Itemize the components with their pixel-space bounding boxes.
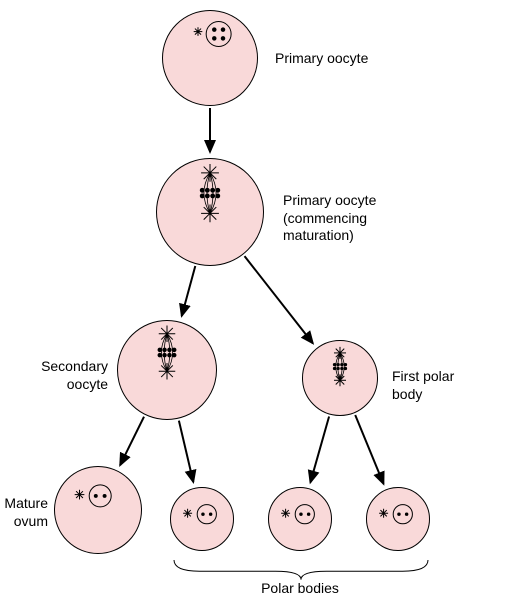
cell-internals-group [75, 22, 413, 524]
label-primary-oocyte-2: Primary oocyte (commencing maturation) [283, 192, 376, 245]
label-text-line1: Mature [4, 495, 48, 511]
label-mature-ovum: Mature ovum [0, 495, 48, 530]
label-text-line2: body [392, 386, 422, 402]
cell-polar-body-2 [268, 487, 332, 551]
label-text-line2: ovum [14, 513, 48, 529]
cell-mature-ovum [54, 466, 142, 554]
arrows-group [120, 108, 383, 484]
label-text-line2: oocyte [67, 376, 108, 392]
label-text-line1: Secondary [41, 358, 108, 374]
cell-polar-body-3 [366, 487, 430, 551]
cell-first-polar-body [302, 340, 378, 416]
cell-primary-oocyte-2 [156, 158, 264, 266]
label-text-line1: Primary oocyte [283, 192, 376, 208]
label-primary-oocyte-1: Primary oocyte [275, 50, 368, 68]
label-text-line3: maturation) [283, 227, 354, 243]
label-polar-bodies: Polar bodies [260, 580, 340, 598]
label-text-line2: (commencing [283, 210, 367, 226]
label-secondary-oocyte: Secondary oocyte [28, 358, 108, 393]
label-text: Polar bodies [261, 580, 339, 596]
label-text: Primary oocyte [275, 50, 368, 66]
label-first-polar-body: First polar body [392, 368, 454, 403]
label-text-line1: First polar [392, 368, 454, 384]
brace-group [174, 560, 428, 580]
cell-polar-body-1 [170, 487, 234, 551]
cell-primary-oocyte-1 [162, 10, 258, 106]
cell-secondary-oocyte [117, 320, 217, 420]
